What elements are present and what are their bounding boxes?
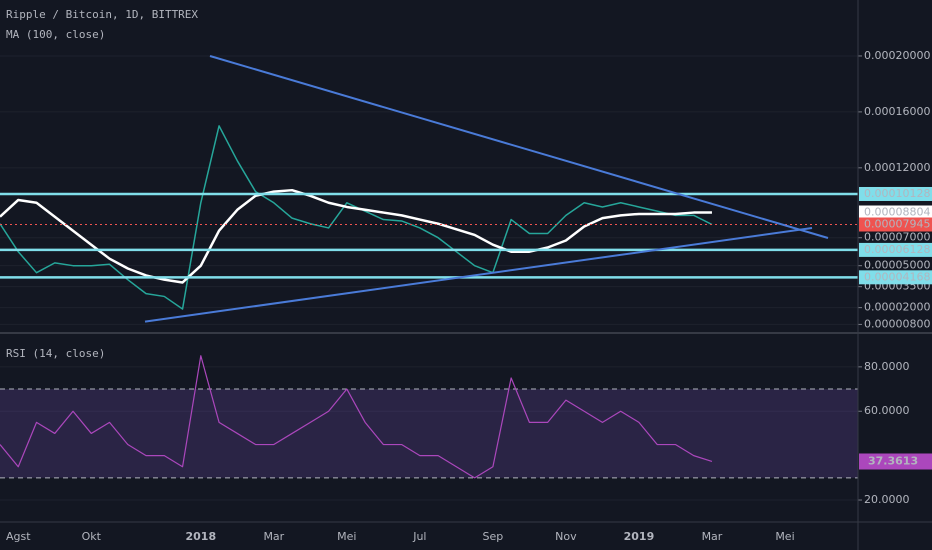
rsi-value-box [859, 453, 932, 470]
x-tick-label: 2019 [624, 530, 655, 543]
rsi-value-label: 37.3613 [868, 454, 918, 467]
y-tick-label: 0.00000800 [864, 317, 930, 330]
trend-line [144, 227, 813, 323]
x-tick-label: Mei [775, 530, 794, 543]
legend-entry: MA (100, close) [6, 28, 105, 41]
labels: Agst Okt 2018 Mar Mei Jul Sep Nov 2019 Mar Mei 0.00… [6, 49, 932, 543]
price-label: 0.00010128 [864, 187, 930, 200]
price-label-box [859, 242, 932, 257]
y-tick-label: 20.0000 [864, 493, 910, 506]
chart-title: Ripple / Bitcoin, 1D, BITTREX [6, 8, 198, 21]
grid [0, 55, 858, 501]
y-tick-label: 0.00016000 [864, 105, 930, 118]
y-tick-label: 0.00005000 [864, 259, 930, 272]
marks [0, 125, 858, 479]
ma-line [0, 188, 712, 284]
trend-line [209, 55, 829, 239]
rsi-band [0, 389, 858, 478]
y-tick-label: 0.00020000 [864, 49, 930, 62]
y-tick-label: 60.0000 [864, 404, 910, 417]
price-label-box [859, 217, 932, 232]
y-tick-label: 80.0000 [864, 360, 910, 373]
x-tick-label: Okt [82, 530, 102, 543]
price-label: 0.00008804 [864, 205, 930, 218]
price-label-box [859, 270, 932, 285]
x-tick-label: Agst [6, 530, 31, 543]
price-label-box [859, 186, 932, 201]
y-tick-label: 0.00012000 [864, 161, 930, 174]
x-tick-label: Mar [263, 530, 284, 543]
price-label: 0.00004168 [864, 270, 930, 283]
x-tick-label: Mei [337, 530, 356, 543]
rsi-line [0, 355, 713, 479]
y-tick-label: 0.00002000 [864, 301, 930, 314]
x-tick-label: Nov [555, 530, 577, 543]
x-tick-label: Mar [702, 530, 723, 543]
price-label-box [859, 205, 932, 220]
x-tick-label: Jul [412, 530, 426, 543]
x-tick-label: 2018 [185, 530, 216, 543]
price-label: 0.00006128 [864, 243, 930, 256]
x-tick-label: Sep [483, 530, 504, 543]
price-label: 0.00007945 [864, 218, 930, 231]
y-tick-label: 0.00007000 [864, 231, 930, 244]
price-line [0, 125, 713, 310]
rsi-title: RSI (14, close) [6, 347, 105, 360]
